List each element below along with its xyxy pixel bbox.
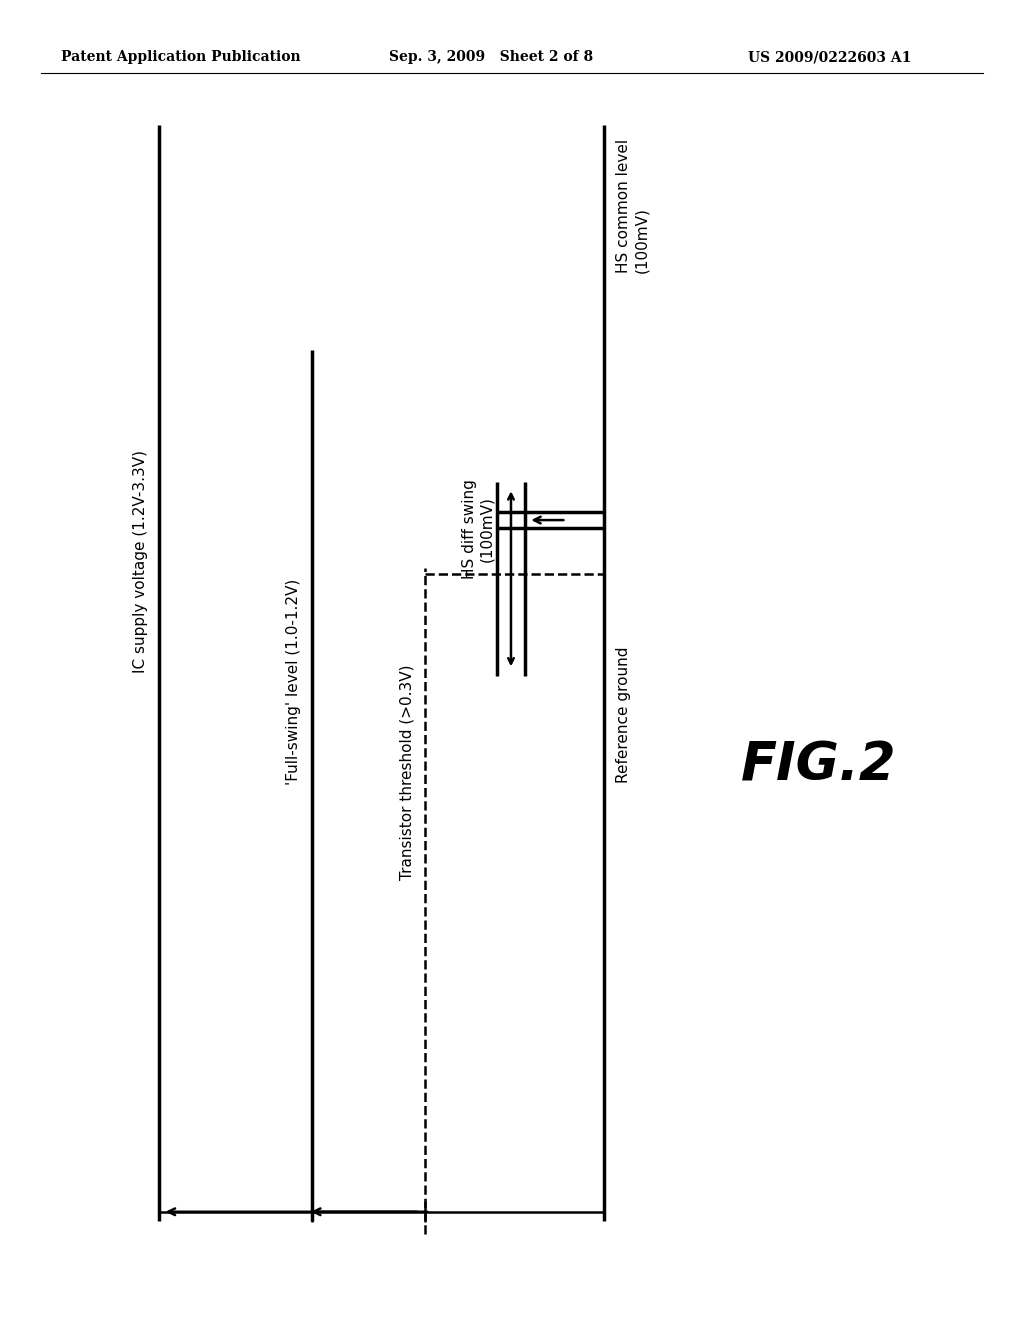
Text: US 2009/0222603 A1: US 2009/0222603 A1 [748, 50, 911, 65]
Text: HS diff swing
(100mV): HS diff swing (100mV) [462, 479, 495, 578]
Text: Patent Application Publication: Patent Application Publication [61, 50, 301, 65]
Text: FIG.2: FIG.2 [741, 739, 897, 792]
Text: 'Full-swing' level (1.0-1.2V): 'Full-swing' level (1.0-1.2V) [287, 579, 301, 785]
Text: Reference ground: Reference ground [616, 647, 632, 783]
Text: IC supply voltage (1.2V-3.3V): IC supply voltage (1.2V-3.3V) [133, 450, 147, 673]
Text: Sep. 3, 2009   Sheet 2 of 8: Sep. 3, 2009 Sheet 2 of 8 [389, 50, 593, 65]
Text: Transistor threshold (>0.3V): Transistor threshold (>0.3V) [399, 664, 414, 880]
Text: HS common level
(100mV): HS common level (100mV) [616, 139, 649, 273]
